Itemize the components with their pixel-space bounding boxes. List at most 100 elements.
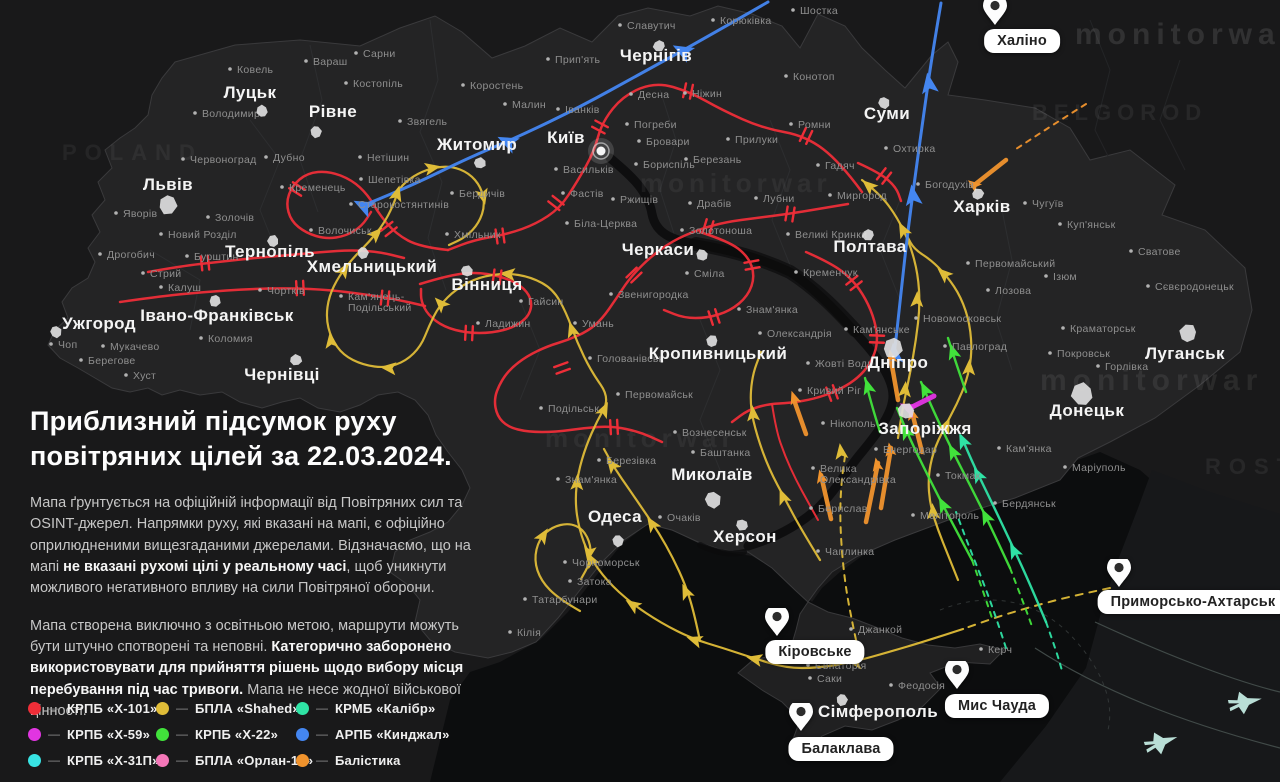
town-label: Нетішин (367, 152, 409, 164)
route-arrowhead (921, 381, 934, 400)
town-label: Мелітополь (920, 510, 979, 522)
legend-item: — КРПБ «Х-31П» (28, 753, 159, 768)
info-paragraphs: Мапа ґрунтується на офіційній інформації… (30, 493, 475, 722)
town-dot (124, 373, 128, 377)
town-label: Олександрія (767, 328, 832, 340)
route-tick-mark (608, 418, 620, 436)
town-label: Павлоград (952, 341, 1007, 353)
town-label: Вознесенськ (682, 427, 747, 439)
town-dot (519, 299, 523, 303)
major-city-label: Сімферополь (818, 702, 938, 721)
town-label: Прип'ять (555, 54, 601, 66)
town-label: Богодухів (925, 179, 974, 191)
legend-item: — БПЛА «Орлан-10» (156, 753, 313, 768)
town-dot (1129, 249, 1133, 253)
town-label: Ржищів (620, 194, 658, 206)
major-city-label: Полтава (833, 237, 906, 256)
town-label: Шостка (800, 5, 838, 17)
route-g (1009, 567, 1034, 630)
town-label: Стрий (150, 268, 181, 280)
info-paragraph: Мапа ґрунтується на офіційній інформації… (30, 495, 471, 597)
town-dot (1023, 201, 1027, 205)
route-arrowhead (388, 185, 402, 203)
info-title: Приблизний підсумок руху повітряних ціле… (30, 406, 452, 471)
town-dot (794, 270, 798, 274)
major-city-label: Івано-Франківськ (140, 306, 293, 325)
town-label: Очаків (667, 512, 701, 524)
town-dot (936, 473, 940, 477)
town-label: Ромни (798, 119, 831, 131)
route-arrowhead (686, 636, 704, 649)
legend-color-dot (296, 753, 309, 767)
town-dot (786, 232, 790, 236)
route-r (662, 230, 755, 320)
town-dot (849, 627, 853, 631)
city-blob (883, 337, 903, 358)
town-dot (691, 450, 695, 454)
town-dot (461, 83, 465, 87)
route-arrowhead (625, 599, 643, 615)
legend-dash: — (48, 727, 60, 741)
city-blob (50, 326, 62, 339)
airplane-icon (1227, 691, 1262, 715)
city-blob (836, 694, 848, 707)
kyiv-ring (592, 142, 610, 160)
route-arrowhead (816, 469, 828, 485)
legend-dash: — (176, 727, 188, 741)
town-label: Кам'янка (1006, 443, 1052, 455)
town-label: Яворів (123, 208, 158, 220)
town-label: Кілія (517, 627, 541, 639)
watermark-text: POLAND (62, 140, 203, 165)
town-dot (789, 122, 793, 126)
town-label: Берегове (88, 355, 136, 367)
town-dot (1146, 284, 1150, 288)
town-label: Лубни (763, 193, 795, 205)
town-label: Подільськ (548, 403, 599, 415)
town-label: Бурштин (194, 251, 239, 263)
route-o (818, 472, 834, 522)
town-label: Хмільник (454, 229, 501, 241)
town-label: Куп'янськ (1067, 219, 1116, 231)
major-city-label: Кропивницький (649, 344, 788, 363)
route-arrowhead (863, 378, 877, 396)
route-tick-mark (743, 259, 761, 271)
town-label: Ковель (237, 64, 274, 76)
route-y (749, 350, 822, 562)
legend-dash: — (48, 701, 60, 715)
town-label: Чугуїв (1032, 198, 1064, 210)
route-arrowhead (938, 496, 952, 515)
town-dot (1096, 364, 1100, 368)
legend-label: БПЛА «Shahed» (195, 700, 300, 716)
town-dot (264, 155, 268, 159)
town-dot (673, 430, 677, 434)
town-dot (503, 102, 507, 106)
route-arrowhead (366, 227, 383, 244)
town-dot (359, 177, 363, 181)
route-r (286, 170, 450, 252)
town-label: Дубно (273, 152, 305, 164)
town-label: Костопіль (353, 78, 403, 90)
route-arrowhead (973, 466, 987, 485)
town-label: Погреби (634, 119, 677, 131)
town-dot (966, 261, 970, 265)
route-y (962, 587, 1111, 630)
route-arrowhead (959, 432, 972, 451)
major-city-label: Вінниця (451, 275, 522, 294)
town-dot (625, 122, 629, 126)
route-tick-mark (868, 334, 886, 344)
route-o (1012, 103, 1087, 152)
route-r (730, 250, 879, 424)
town-dot (228, 67, 232, 71)
town-dot (280, 185, 284, 189)
town-dot (206, 215, 210, 219)
town-label: Бердянськ (1002, 498, 1056, 510)
legend-dash: — (316, 753, 328, 767)
legend-color-dot (296, 701, 309, 715)
route-tick-mark (553, 361, 571, 375)
town-dot (711, 18, 715, 22)
city-blob (159, 195, 178, 215)
route-tick-mark (288, 181, 306, 197)
route-arrowhead (747, 405, 761, 422)
town-dot (588, 356, 592, 360)
town-label: Кам'янське (853, 324, 910, 336)
